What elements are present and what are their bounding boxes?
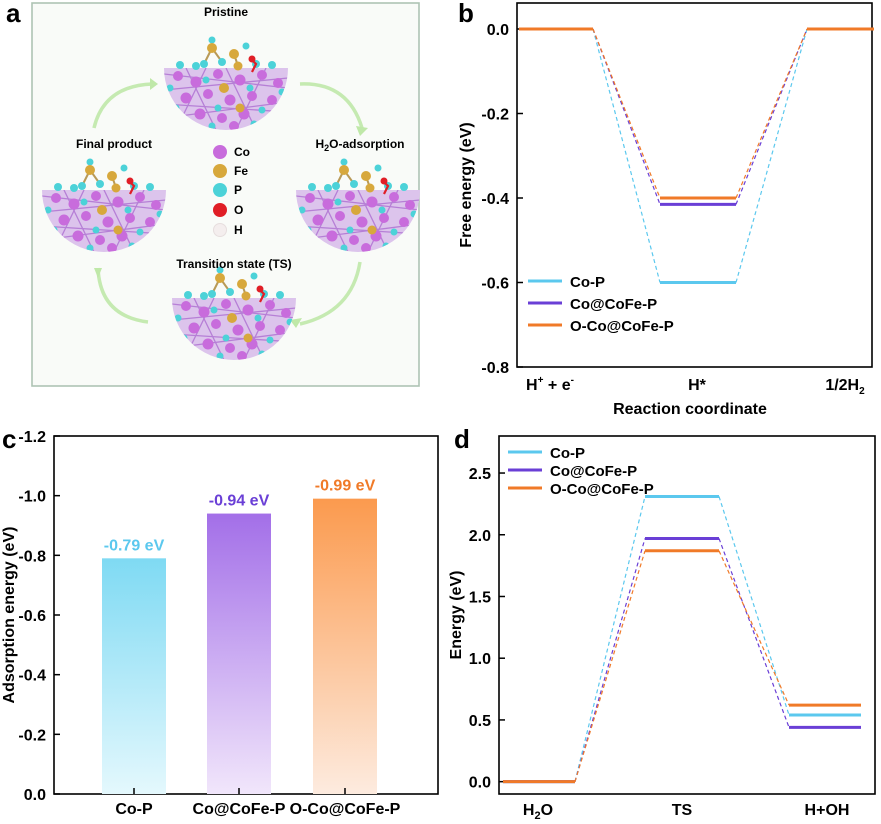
panel-c-ytick-label-3: -0.6 [18, 608, 46, 625]
panel-c-bar-label-cop: -0.79 eV [104, 537, 165, 554]
title-transition-state: Transition state (TS) [176, 257, 291, 271]
panel-d-yticks: 0.0 0.5 1.0 1.5 2.0 2.5 [469, 466, 505, 792]
panel-c-ylabel: Adsorption energy (eV) [1, 527, 18, 704]
panel-c-ytick-label-5: -0.2 [18, 727, 46, 744]
panel-b-legend-label-cop: Co-P [570, 274, 605, 291]
panel-label-a: a [6, 0, 21, 28]
panel-c-ytick-label-0: -1.2 [18, 429, 46, 446]
panel-d-ylabel: Energy (eV) [448, 571, 465, 660]
panel-d-connector-cop-0 [574, 496, 646, 782]
title-final-product: Final product [76, 137, 152, 151]
panel-b-ylabel: Free energy (eV) [458, 122, 475, 247]
panel-d-legend-label-cop: Co-P [550, 445, 585, 462]
legend-h-label: H [234, 223, 243, 237]
panel-b-xtick-1: H* [688, 377, 707, 394]
panel-b-connector-cop-0 [592, 28, 661, 283]
panel-d-ytick-label-2: 1.0 [469, 651, 491, 668]
legend-p-swatch [213, 183, 227, 197]
legend-o-label: O [234, 203, 243, 217]
panel-d-connector-ococofe-1 [718, 550, 790, 706]
panel-c-bar-cop [102, 558, 166, 794]
title-h2o-adsorption: H2O-adsorption [315, 137, 404, 153]
panel-c-bar-label-ococofe: -0.99 eV [315, 478, 376, 495]
panel-d-axes-frame [498, 435, 876, 795]
panel-b-legend: Co-P Co@CoFe-P O-Co@CoFe-P [528, 274, 674, 335]
panel-label-c: c [2, 424, 16, 454]
panel-b-connector-ococofe-1 [735, 28, 808, 199]
panel-b-ytick-label-3: -0.6 [481, 276, 509, 293]
panel-d-connector-ococofe-0 [574, 550, 646, 782]
panel-c-xtick-label-0: Co-P [115, 801, 153, 818]
panel-c-bar-label-cocofe: -0.94 eV [209, 493, 270, 510]
panel-b-axes-frame [516, 2, 873, 368]
panel-d-legend-label-cocofe: Co@CoFe-P [550, 463, 637, 480]
panel-d-legend: Co-P Co@CoFe-P O-Co@CoFe-P [508, 445, 654, 498]
legend-h-swatch [213, 223, 227, 237]
panel-d-ytick-label-0: 0.0 [469, 775, 491, 792]
panel-d-xtick-2: H+OH [805, 802, 850, 819]
panel-a: Pristine H2O-adsorption Transition state… [31, 2, 420, 387]
title-pristine: Pristine [204, 5, 248, 19]
legend-co-swatch [213, 145, 227, 159]
panel-d-connector-cop-1 [718, 496, 790, 716]
panel-d-ytick-label-1: 0.5 [469, 713, 491, 730]
panel-b-ytick-label-0: 0.0 [487, 22, 509, 39]
panel-b-xtick-0: H+ + e- [526, 375, 574, 394]
panel-c-xtick-label-1: Co@CoFe-P [193, 801, 286, 818]
panel-d-series [503, 494, 861, 784]
panel-b-connector-cocofe-1 [735, 28, 808, 205]
panel-b-chart: 0.0 -0.2 -0.4 -0.6 -0.8 Free energy (eV) Rea… [458, 2, 874, 418]
element-legend: Co Fe P O H [213, 145, 250, 237]
legend-p-label: P [234, 183, 242, 197]
panel-b-connector-ococofe-0 [592, 28, 661, 199]
legend-fe-swatch [213, 164, 227, 178]
panel-b-yticks: 0.0 -0.2 -0.4 -0.6 -0.8 [481, 22, 523, 377]
legend-o-swatch [213, 203, 227, 217]
panel-b-xtick-2: 1/2H2 [825, 377, 865, 397]
panel-b-connector-cop-1 [735, 28, 808, 283]
panel-c-ytick-label-6: 0.0 [24, 787, 46, 804]
panel-b-ytick-label-4: -0.8 [481, 360, 509, 377]
legend-fe-label: Fe [234, 164, 248, 178]
panel-c-ytick-label-4: -0.4 [18, 668, 46, 685]
cycle-arrowheads [94, 78, 368, 328]
panel-c-chart: -0.79 eV Co-P -0.94 eV Co@CoFe-P -0.99 eV O-C… [1, 429, 439, 818]
legend-co-label: Co [234, 145, 250, 159]
panel-label-b: b [458, 0, 474, 28]
panel-c-ytick-label-2: -0.8 [18, 548, 46, 565]
panel-d-xtick-1: TS [672, 802, 693, 819]
cycle-arrows [92, 82, 364, 326]
panel-b-legend-label-cocofe: Co@CoFe-P [570, 296, 657, 313]
panel-b-ytick-label-1: -0.2 [481, 107, 509, 124]
panel-c-ytick-label-1: -1.0 [18, 489, 46, 506]
panel-b-legend-label-ococofe: O-Co@CoFe-P [570, 318, 674, 335]
panel-d-xtick-0: H2O [523, 802, 553, 822]
panel-d-legend-label-ococofe: O-Co@CoFe-P [550, 481, 654, 498]
panel-c-bar-ococofe [313, 498, 377, 794]
panel-c-yticks: -1.2 -1.0 -0.8 -0.6 -0.4 -0.2 0.0 [18, 429, 60, 804]
panel-c-bars: -0.79 eV Co-P -0.94 eV Co@CoFe-P -0.99 eV O-C… [102, 478, 401, 818]
panel-d-connector-cocofe-1 [718, 538, 790, 728]
panel-b-ytick-label-2: -0.4 [481, 191, 509, 208]
panel-c-bar-cocofe [207, 513, 271, 794]
panel-b-xlabel: Reaction coordinate [613, 401, 767, 418]
panel-d-ytick-label-3: 1.5 [469, 589, 491, 606]
panel-c-xtick-label-2: O-Co@CoFe-P [290, 801, 401, 818]
panel-d-ytick-label-4: 2.0 [469, 528, 491, 545]
panel-label-d: d [454, 424, 470, 454]
panel-d-ytick-label-5: 2.5 [469, 466, 491, 483]
panel-b-series [519, 27, 874, 284]
panel-d-chart: 0.0 0.5 1.0 1.5 2.0 2.5 Energy (eV) H2O TS H+… [448, 435, 876, 822]
